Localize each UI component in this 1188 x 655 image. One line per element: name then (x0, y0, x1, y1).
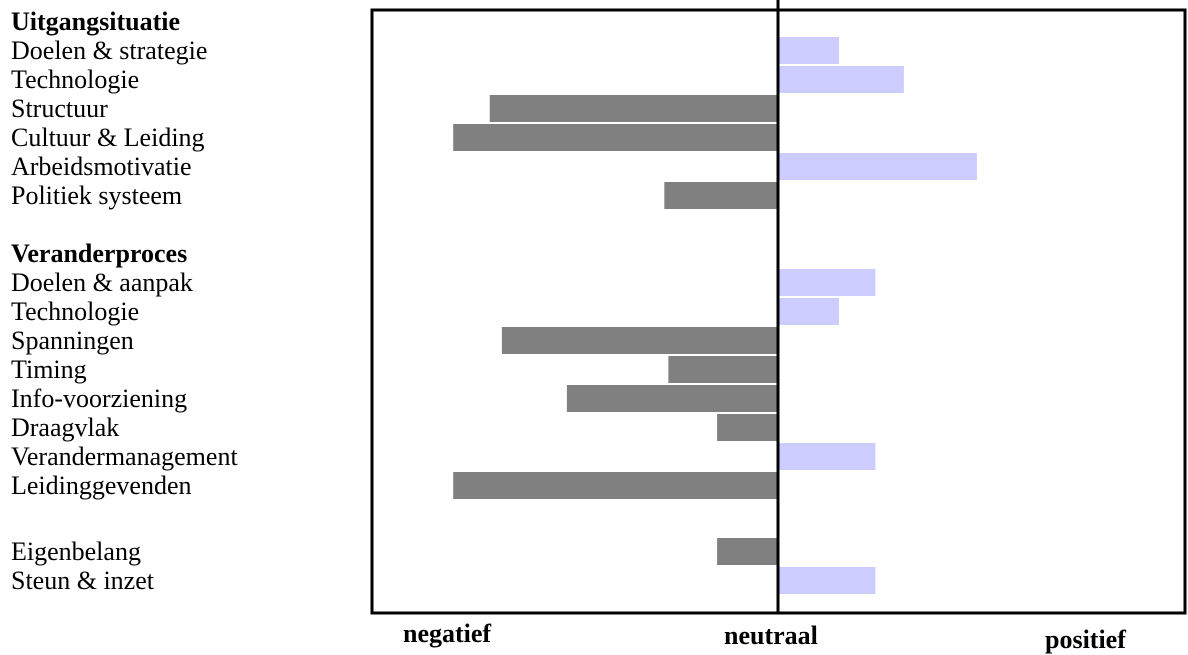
category-labels: Uitgangsituatie Doelen & strategie Techn… (0, 0, 370, 653)
axis-label-positive: positief (1045, 625, 1126, 654)
category-label: Doelen & aanpak (11, 268, 193, 297)
category-label: Eigenbelang (11, 537, 141, 566)
bar-positive (778, 443, 876, 470)
group-heading-uitgangsituatie: Uitgangsituatie (11, 7, 180, 36)
category-label: Draagvlak (11, 413, 120, 442)
category-label: Politiek systeem (11, 181, 183, 210)
category-label: Steun & inzet (11, 566, 154, 595)
bar-positive (778, 66, 904, 93)
category-label: Doelen & strategie (11, 36, 208, 65)
bar-positive (778, 298, 839, 325)
bar-negative (501, 327, 778, 354)
bar-negative (453, 472, 778, 499)
bar-negative (717, 414, 778, 441)
bar-negative (664, 182, 778, 209)
category-label: Technologie (11, 65, 140, 94)
category-label: Arbeidsmotivatie (11, 152, 192, 181)
bar-positive (778, 269, 876, 296)
category-label: Cultuur & Leiding (11, 123, 205, 152)
bar-positive (778, 567, 876, 594)
category-label: Structuur (11, 94, 108, 123)
bar-negative (566, 385, 778, 412)
bar-negative (453, 124, 778, 151)
category-label: Technologie (11, 297, 140, 326)
category-label: Leidinggevenden (11, 471, 192, 500)
category-label: Info-voorziening (11, 384, 188, 413)
axis-label-neutral: neutraal (724, 621, 818, 650)
bar-positive (778, 37, 839, 64)
bar-negative (717, 538, 778, 565)
category-label: Spanningen (11, 326, 134, 355)
bar-negative (489, 95, 778, 122)
bar-negative (668, 356, 778, 383)
bars (453, 37, 977, 594)
group-heading-veranderproces: Veranderproces (11, 239, 188, 268)
bar-positive (778, 153, 977, 180)
category-label: Timing (11, 355, 87, 384)
axis-label-negative: negatief (403, 619, 492, 648)
category-label: Verandermanagement (11, 442, 238, 471)
